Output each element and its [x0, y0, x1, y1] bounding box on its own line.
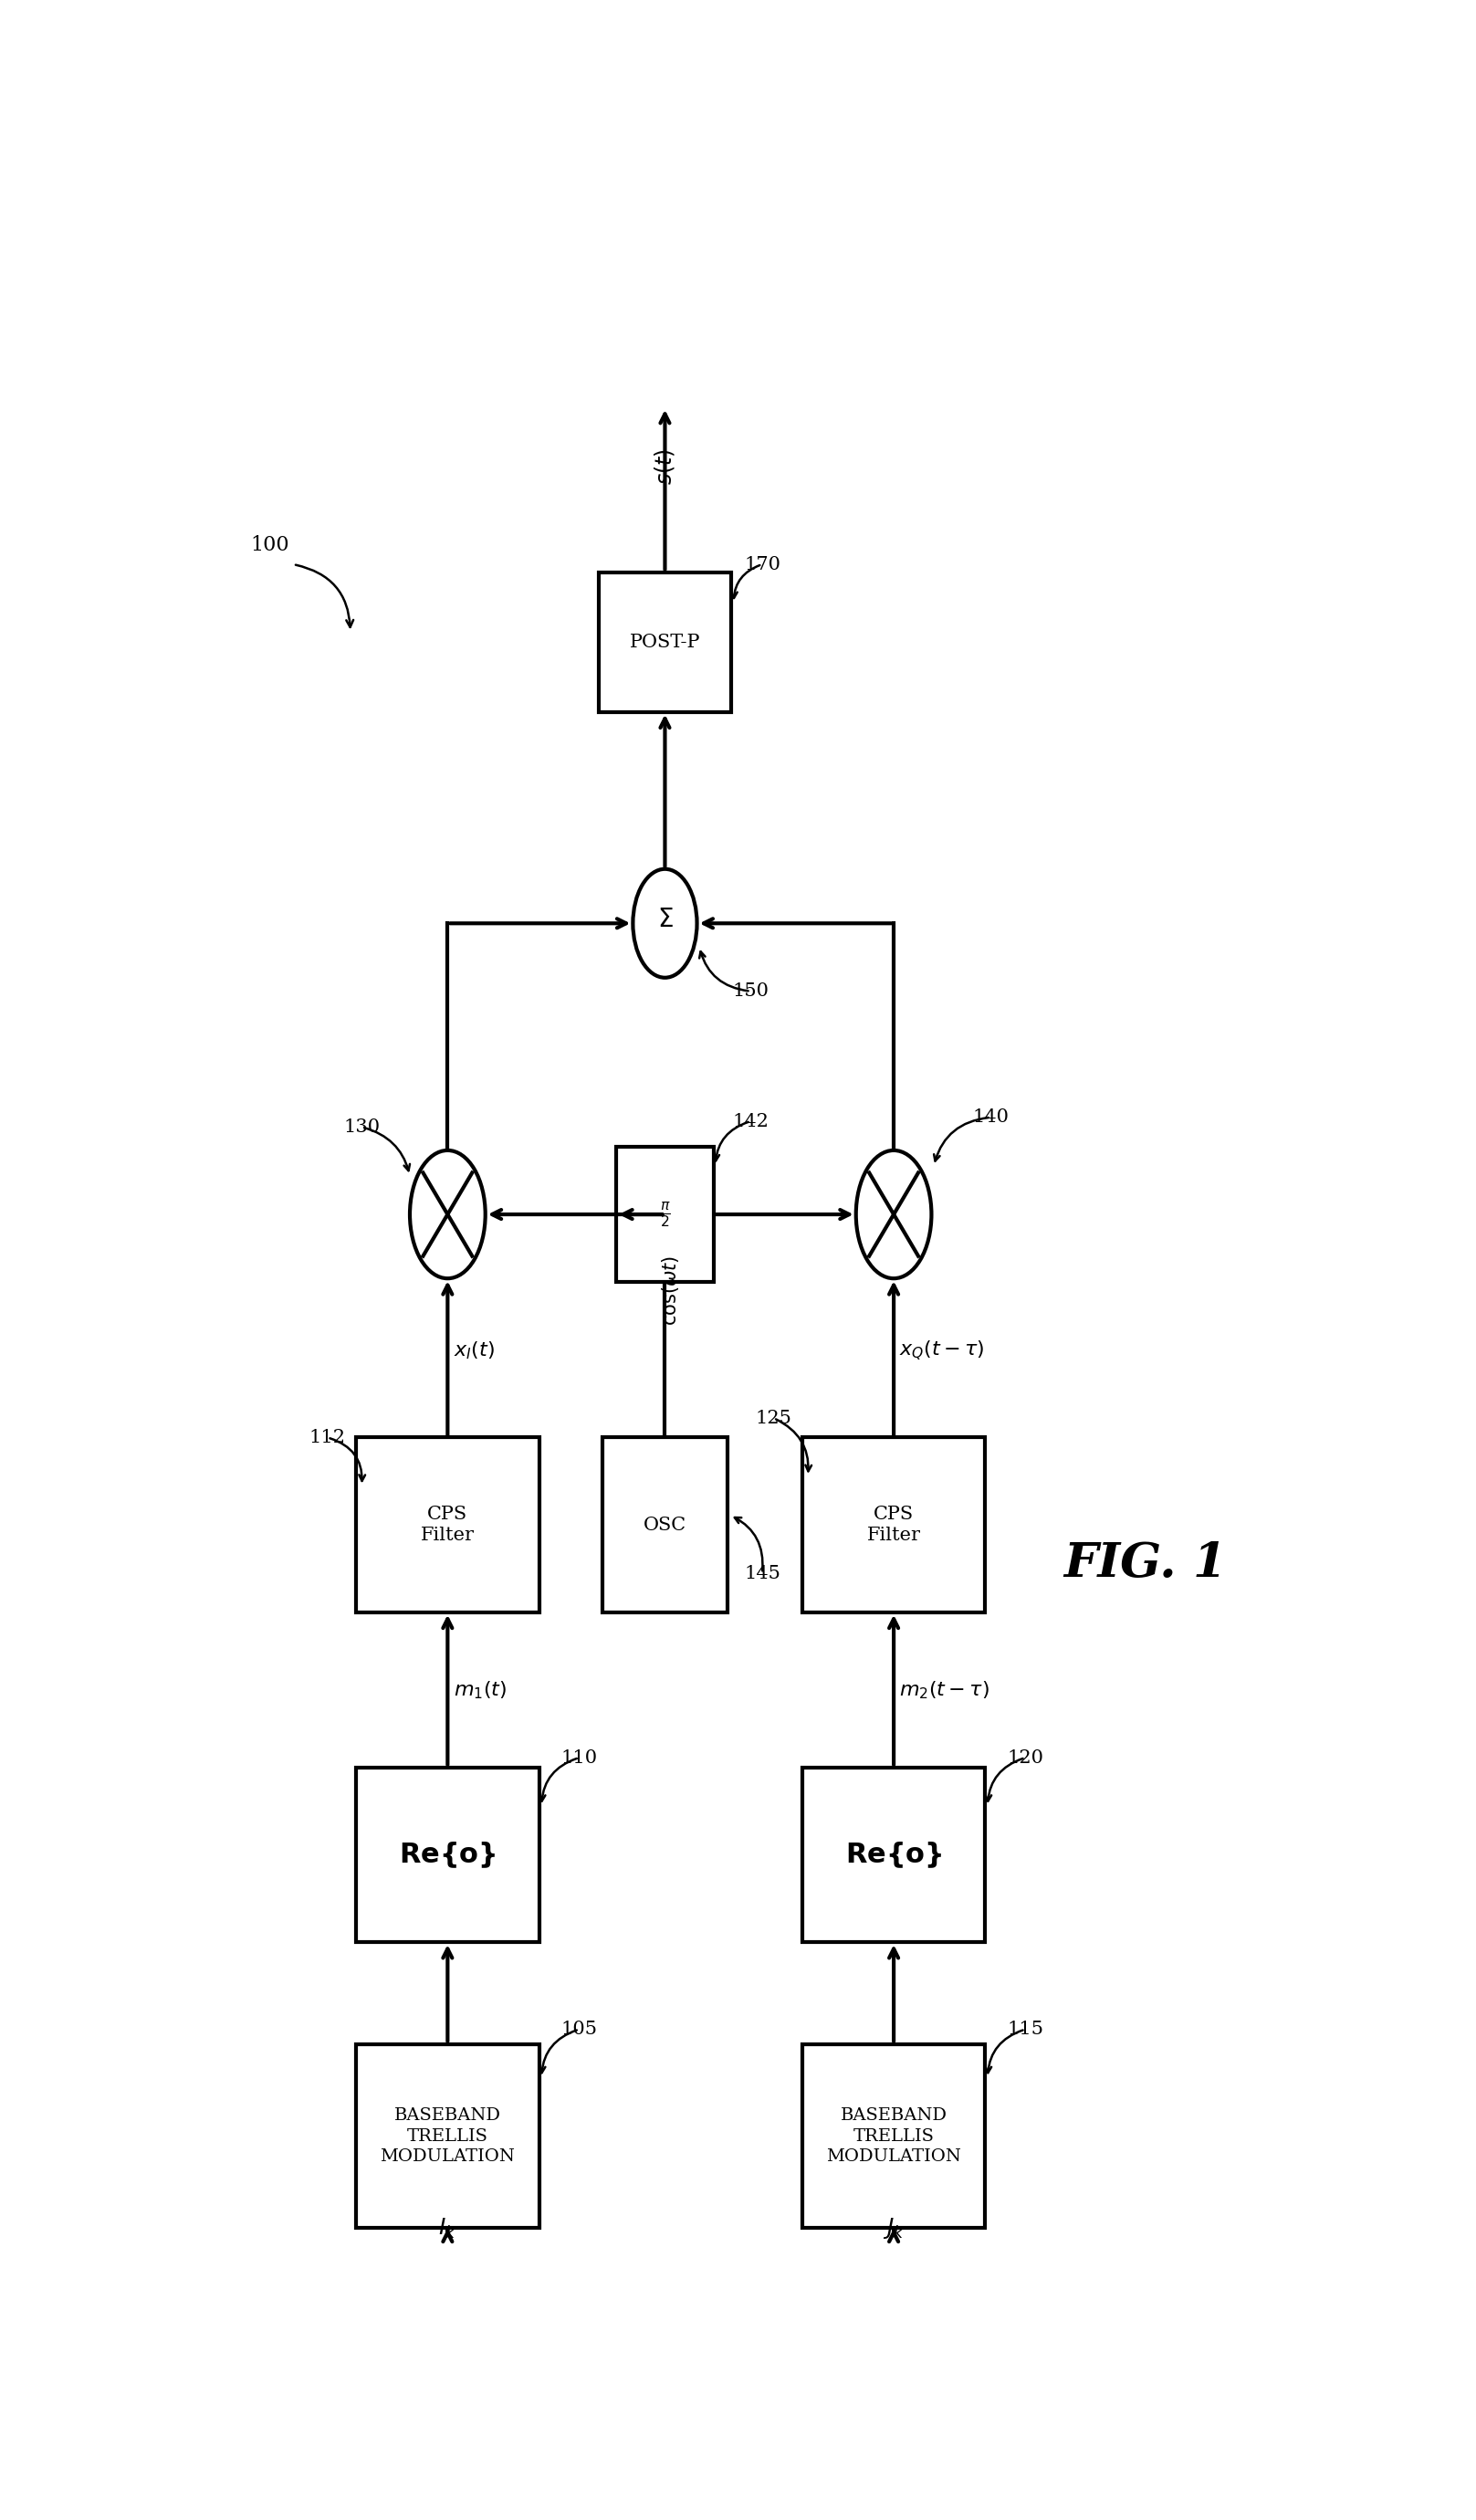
Text: $\mathbf{Re\{o\}}$: $\mathbf{Re\{o\}}$: [846, 1840, 942, 1870]
Bar: [356, 1767, 539, 1943]
Circle shape: [410, 1149, 486, 1278]
Text: $m_1(t)$: $m_1(t)$: [453, 1678, 506, 1701]
Circle shape: [633, 869, 697, 978]
Circle shape: [856, 1149, 931, 1278]
Text: 130: 130: [344, 1119, 381, 1137]
Text: 105: 105: [561, 2021, 598, 2039]
Text: CPS
Filter: CPS Filter: [866, 1504, 921, 1545]
Bar: [803, 1767, 986, 1943]
Text: $s(t)$: $s(t)$: [652, 449, 676, 484]
Bar: [602, 1436, 728, 1613]
Text: 110: 110: [561, 1749, 598, 1767]
Text: $\cos(\omega t)$: $\cos(\omega t)$: [660, 1255, 680, 1326]
Text: $I_k$: $I_k$: [438, 2218, 456, 2240]
Text: 115: 115: [1007, 2021, 1044, 2039]
Bar: [599, 572, 731, 711]
Text: 142: 142: [732, 1111, 769, 1129]
Text: $\Sigma$: $\Sigma$: [657, 907, 673, 932]
Text: 140: 140: [973, 1109, 1010, 1126]
Text: POST-P: POST-P: [630, 633, 700, 650]
Text: 125: 125: [756, 1409, 791, 1426]
Text: $J_k$: $J_k$: [883, 2215, 905, 2240]
Text: $\frac{\pi}{2}$: $\frac{\pi}{2}$: [660, 1200, 670, 1230]
Text: 120: 120: [1007, 1749, 1044, 1767]
Text: BASEBAND
TRELLIS
MODULATION: BASEBAND TRELLIS MODULATION: [381, 2107, 515, 2165]
Text: $m_2(t-\tau)$: $m_2(t-\tau)$: [899, 1678, 990, 1701]
Text: 112: 112: [310, 1429, 345, 1446]
Bar: [803, 2044, 986, 2228]
Bar: [356, 2044, 539, 2228]
Text: OSC: OSC: [644, 1517, 686, 1535]
Bar: [803, 1436, 986, 1613]
Text: 145: 145: [744, 1565, 781, 1583]
Text: $\mathbf{Re\{o\}}$: $\mathbf{Re\{o\}}$: [399, 1840, 496, 1870]
Text: $x_Q(t-\tau)$: $x_Q(t-\tau)$: [899, 1338, 984, 1361]
Text: $x_I(t)$: $x_I(t)$: [453, 1341, 494, 1361]
Text: 170: 170: [744, 557, 781, 572]
Text: 100: 100: [251, 534, 289, 554]
Text: FIG. 1: FIG. 1: [1064, 1540, 1227, 1588]
Text: 150: 150: [732, 983, 769, 1000]
Text: BASEBAND
TRELLIS
MODULATION: BASEBAND TRELLIS MODULATION: [827, 2107, 961, 2165]
Bar: [356, 1436, 539, 1613]
Text: CPS
Filter: CPS Filter: [421, 1504, 474, 1545]
Bar: [617, 1147, 713, 1283]
